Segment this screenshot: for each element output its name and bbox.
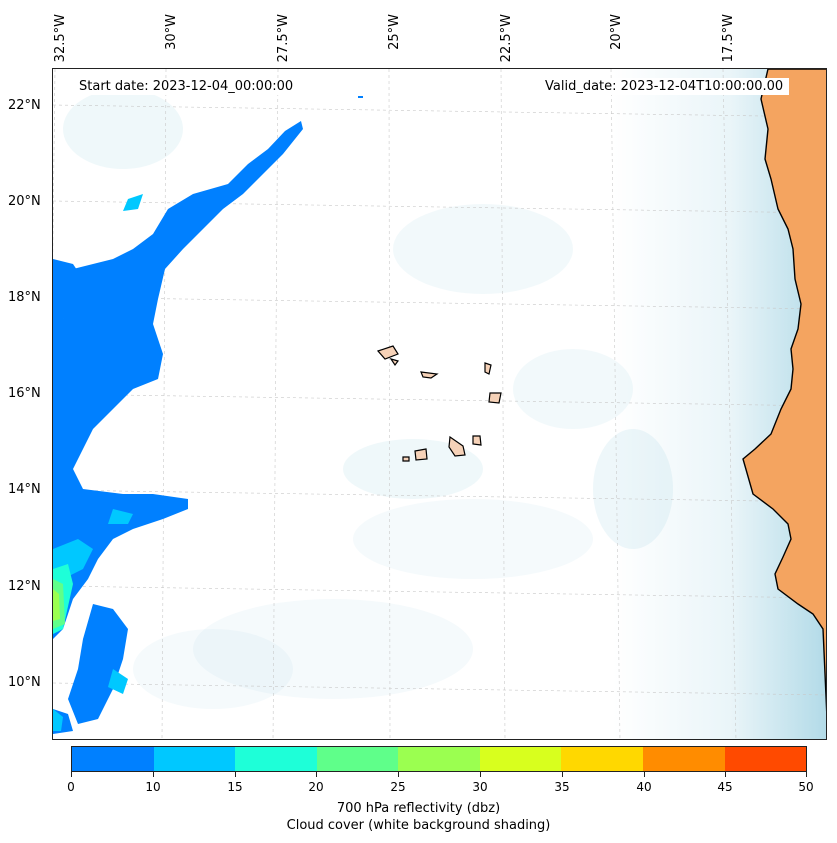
colorbar-segment <box>724 747 807 771</box>
colorbar-tick-label: 45 <box>717 780 733 794</box>
lon-label-20w: 20°W <box>609 14 624 50</box>
colorbar-tick-label: 35 <box>554 780 570 794</box>
lat-label-16n: 16°N <box>8 386 41 401</box>
colorbar-tick <box>480 772 481 777</box>
reflectivity-colorbar <box>71 746 807 772</box>
colorbar-segment <box>642 747 725 771</box>
colorbar-tick <box>235 772 236 777</box>
lon-label-17-5w: 17.5°W <box>721 14 736 63</box>
valid-date-label: Valid_date: 2023-12-04T10:00:00.00 <box>539 78 790 95</box>
lon-label-25w: 25°W <box>387 14 402 50</box>
lon-label-22-5w: 22.5°W <box>499 14 514 63</box>
lon-label-30w: 30°W <box>164 14 179 50</box>
lat-label-20n: 20°N <box>8 194 41 209</box>
colorbar-tick-label: 25 <box>390 780 406 794</box>
colorbar-tick-label: 10 <box>145 780 161 794</box>
lon-label-27-5w: 27.5°W <box>276 14 291 63</box>
graticule <box>53 69 826 739</box>
colorbar-tick <box>398 772 399 777</box>
colorbar-tick-label: 20 <box>308 780 324 794</box>
colorbar-tick <box>562 772 563 777</box>
colorbar-segment <box>316 747 399 771</box>
map-canvas <box>53 69 826 739</box>
lat-label-14n: 14°N <box>8 482 41 497</box>
cloud-cover-shading <box>63 69 826 739</box>
lat-label-18n: 18°N <box>8 290 41 305</box>
colorbar-segment <box>561 747 643 771</box>
colorbar-segment <box>235 747 317 771</box>
lat-label-10n: 10°N <box>8 675 41 690</box>
colorbar-subtitle: Cloud cover (white background shading) <box>286 818 551 833</box>
colorbar-tick-label: 40 <box>636 780 652 794</box>
colorbar-title: 700 hPa reflectivity (dbz) <box>336 801 501 816</box>
lat-label-22n: 22°N <box>8 98 41 113</box>
colorbar-segment <box>398 747 480 771</box>
cape-verde-islands <box>358 96 502 462</box>
colorbar-tick <box>153 772 154 777</box>
start-date-label: Start date: 2023-12-04_00:00:00 <box>73 78 300 95</box>
colorbar-segment <box>153 747 236 771</box>
colorbar-tick <box>644 772 645 777</box>
colorbar-tick-label: 30 <box>472 780 488 794</box>
colorbar-tick-label: 15 <box>227 780 243 794</box>
colorbar-tick <box>806 772 807 777</box>
colorbar-tick <box>71 772 72 777</box>
colorbar-tick <box>316 772 317 777</box>
african-coastline <box>742 69 826 712</box>
colorbar-segment <box>72 747 154 771</box>
lat-label-12n: 12°N <box>8 579 41 594</box>
map-panel[interactable] <box>52 68 827 740</box>
colorbar-tick-label: 0 <box>67 780 75 794</box>
lon-label-32-5w: 32.5°W <box>53 14 68 63</box>
colorbar-segment <box>479 747 562 771</box>
colorbar-tick-label: 50 <box>798 780 814 794</box>
reflectivity-contours <box>53 121 303 734</box>
colorbar-tick <box>725 772 726 777</box>
